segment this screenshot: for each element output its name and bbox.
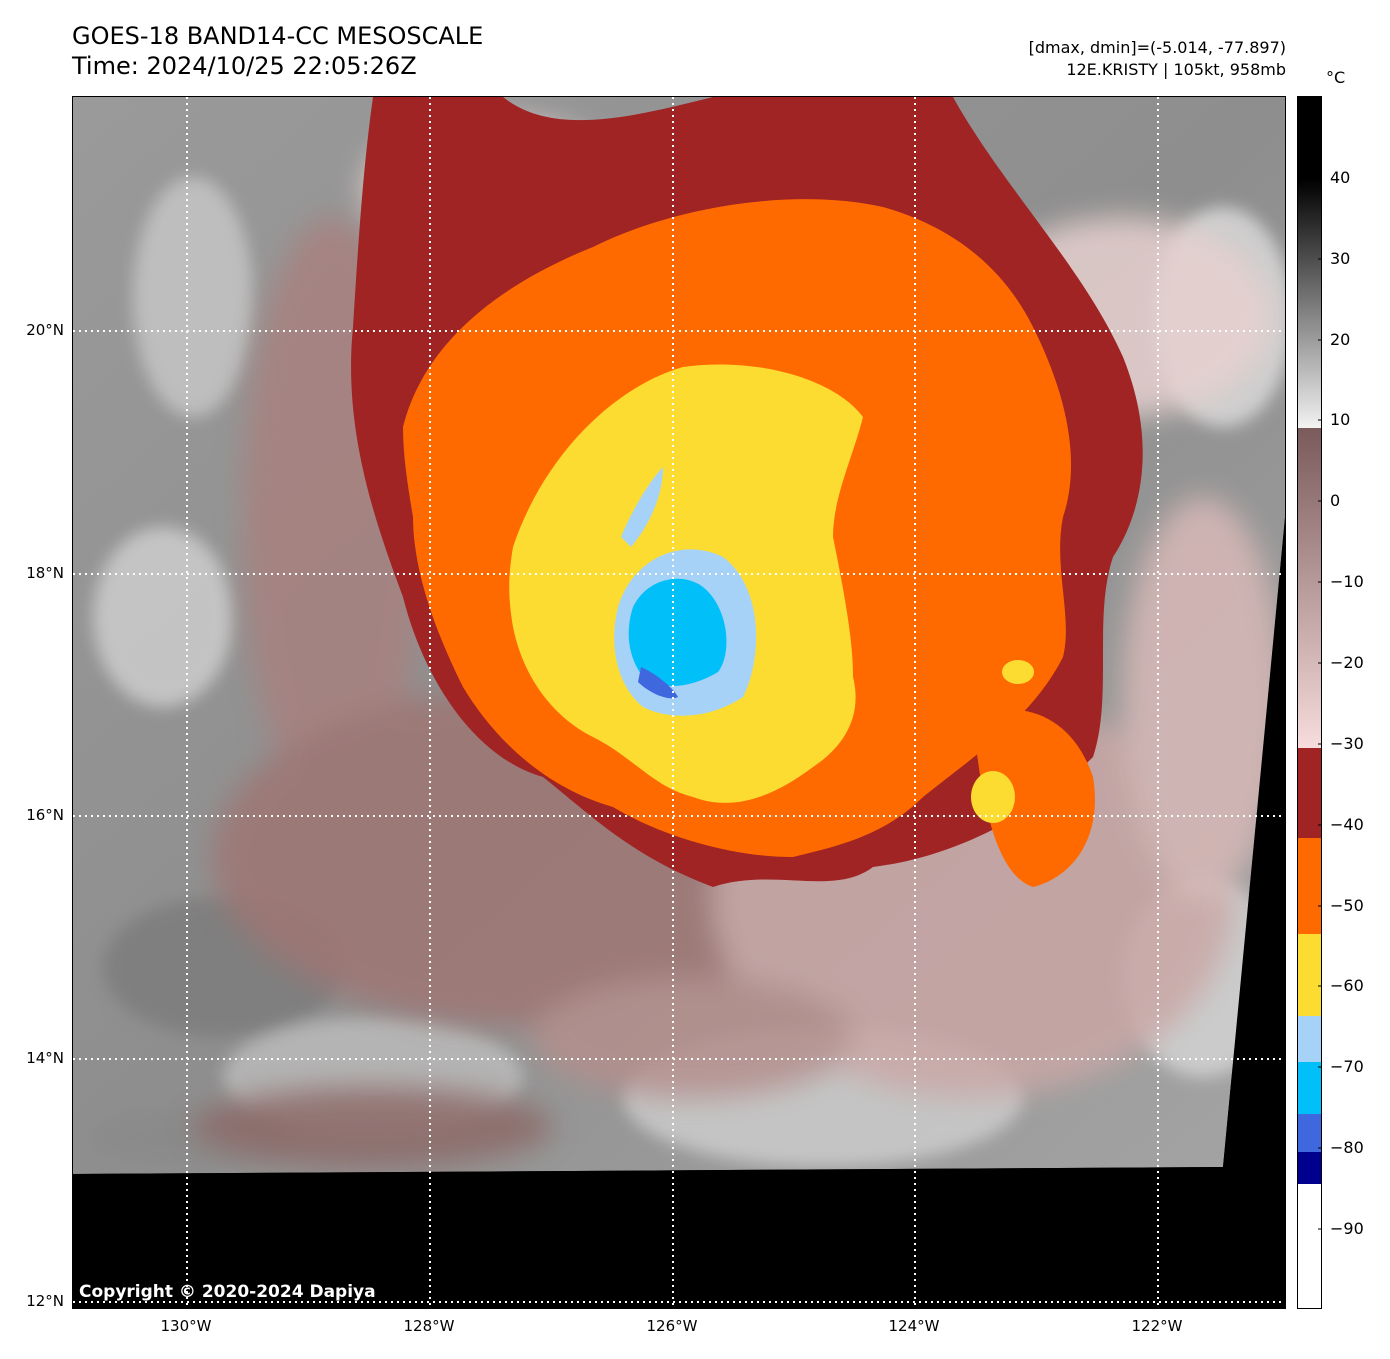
cloud-shield-cyan (628, 578, 727, 687)
colorbar-navy-segment (1297, 1152, 1322, 1184)
lat-label-14N: 14°N (26, 1049, 64, 1067)
storm-info-text: 12E.KRISTY | 105kt, 958mb (1066, 60, 1286, 79)
colorbar-tick-minus70: −70 (1330, 1057, 1364, 1076)
colorbar-tick-0: 0 (1330, 491, 1341, 510)
colorbar-tick-minus50: −50 (1330, 896, 1364, 915)
colorbar-white-segment (1297, 1184, 1322, 1309)
colorbar-tick-minus20: −20 (1330, 653, 1364, 672)
colorbar-tick-minus30: −30 (1330, 734, 1364, 753)
colorbar-tick-minus90: −90 (1330, 1219, 1364, 1238)
colorbar-brown-segment (1297, 428, 1322, 748)
colorbar-royal-blue-segment (1297, 1114, 1322, 1152)
satellite-image: Copyright © 2020-2024 Dapiya (72, 96, 1286, 1309)
colorbar-yellow-segment (1297, 934, 1322, 1016)
colorbar-tick-30: 30 (1330, 249, 1351, 268)
lon-label-124W: 124°W (888, 1317, 940, 1335)
cloud-shield-royal-blue (638, 667, 678, 699)
colorbar-tick-minus60: −60 (1330, 976, 1364, 995)
lat-label-16N: 16°N (26, 806, 64, 824)
colorbar-cyan-segment (1297, 1062, 1322, 1114)
image-swath (73, 97, 1285, 1308)
colorbar-unit: °C (1326, 68, 1346, 87)
lat-label-20N: 20°N (26, 321, 64, 339)
figure-title: GOES-18 BAND14-CC MESOSCALE (72, 22, 484, 50)
colorbar-tick-minus40: −40 (1330, 815, 1364, 834)
colorbar-dark-red-segment (1297, 748, 1322, 838)
lon-label-130W: 130°W (160, 1317, 212, 1335)
colorbar-light-blue-segment (1297, 1016, 1322, 1062)
copyright-text: Copyright © 2020-2024 Dapiya (79, 1282, 376, 1302)
colorbar-orange-segment (1297, 838, 1322, 934)
lon-label-122W: 122°W (1131, 1317, 1183, 1335)
figure-time: Time: 2024/10/25 22:05:26Z (72, 52, 417, 80)
colorbar-tick-40: 40 (1330, 168, 1351, 187)
satellite-render (73, 97, 1285, 1308)
lat-label-12N: 12°N (26, 1292, 64, 1310)
dmax-dmin-text: [dmax, dmin]=(-5.014, -77.897) (1028, 38, 1286, 57)
lon-label-126W: 126°W (646, 1317, 698, 1335)
colorbar-tick-minus80: −80 (1330, 1138, 1364, 1157)
colorbar (1297, 96, 1322, 1309)
graticule (73, 97, 1285, 1308)
lon-label-128W: 128°W (403, 1317, 455, 1335)
lat-label-18N: 18°N (26, 564, 64, 582)
colorbar-tick-minus10: −10 (1330, 572, 1364, 591)
colorbar-tick-20: 20 (1330, 330, 1351, 349)
colorbar-gray-segment (1297, 96, 1322, 428)
colorbar-tick-10: 10 (1330, 410, 1351, 429)
